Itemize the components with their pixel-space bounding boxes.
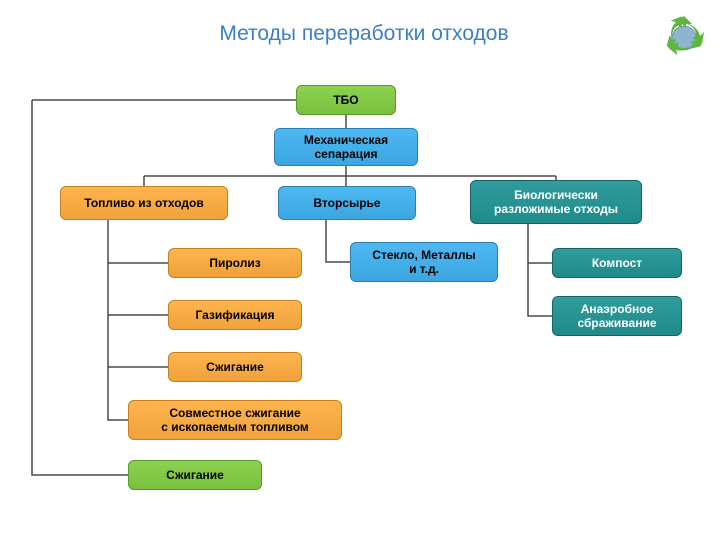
node-fuel: Топливо из отходов xyxy=(60,186,228,220)
node-vtors: Вторсырье xyxy=(278,186,416,220)
node-gasification: Газификация xyxy=(168,300,302,330)
recycle-icon xyxy=(658,10,710,62)
node-burning2: Сжигание xyxy=(128,460,262,490)
node-bio: Биологическиразложимые отходы xyxy=(470,180,642,224)
node-anaerobic: Анаэробноесбраживание xyxy=(552,296,682,336)
node-glass: Стекло, Металлыи т.д. xyxy=(350,242,498,282)
node-tbo: ТБО xyxy=(296,85,396,115)
node-pyrolysis: Пиролиз xyxy=(168,248,302,278)
node-burning1: Сжигание xyxy=(168,352,302,382)
node-coburn: Совместное сжиганиес ископаемым топливом xyxy=(128,400,342,440)
node-mech: Механическаясепарация xyxy=(274,128,418,166)
node-compost: Компост xyxy=(552,248,682,278)
